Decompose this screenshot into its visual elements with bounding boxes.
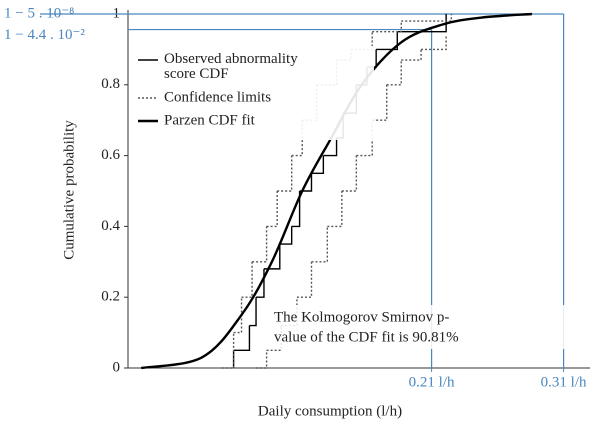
annotation: The Kolmogorov Smirnov p- [274, 309, 449, 325]
step-line [311, 226, 329, 263]
step-line [372, 84, 388, 121]
legend-label: Parzen CDF fit [164, 112, 256, 128]
x-axis-label: Daily consumption (l/h) [258, 403, 402, 419]
legend-box [134, 46, 374, 140]
step-line [241, 261, 253, 298]
y-tick-label: 0.4 [101, 218, 120, 234]
step-line [311, 155, 325, 174]
step-line [252, 226, 268, 263]
y-tick-label: 0.6 [101, 147, 120, 163]
step-line [277, 155, 293, 192]
step-line [386, 60, 402, 86]
step-line [397, 14, 447, 33]
x-tick-label: 0.31 l/h [541, 374, 587, 390]
step-line [256, 350, 268, 369]
step-line [327, 191, 343, 228]
step-line [233, 325, 251, 351]
step-line [372, 21, 402, 33]
step-line [401, 49, 422, 61]
step-line [401, 14, 453, 22]
y-tick-label: 0.2 [101, 289, 120, 305]
step-line [323, 137, 338, 157]
step-line [249, 297, 257, 327]
annotation-box [268, 305, 568, 349]
step-line [296, 261, 313, 298]
y-tick-label: 0.8 [101, 76, 120, 92]
annotation: value of the CDF fit is 90.81% [274, 329, 459, 345]
y-tick-label: 0 [113, 359, 121, 375]
y-axis-label: Cumulative probability [61, 120, 77, 260]
reference-label: 1 − 5 . 10⁻⁸ [4, 5, 74, 21]
legend-label: Observed abnormality score CDF [164, 51, 298, 82]
step-line [266, 191, 278, 228]
legend-label: Confidence limits [164, 89, 271, 105]
step-line [356, 120, 373, 157]
reference-label: 1 − 4.4 . 10⁻² [4, 27, 85, 43]
step-line [266, 325, 282, 351]
step-line [291, 191, 301, 228]
step-line [341, 155, 358, 192]
step-line [279, 226, 293, 245]
step-line [376, 31, 398, 51]
step-line [421, 35, 447, 51]
x-tick-label: 0.21 l/h [409, 374, 455, 390]
